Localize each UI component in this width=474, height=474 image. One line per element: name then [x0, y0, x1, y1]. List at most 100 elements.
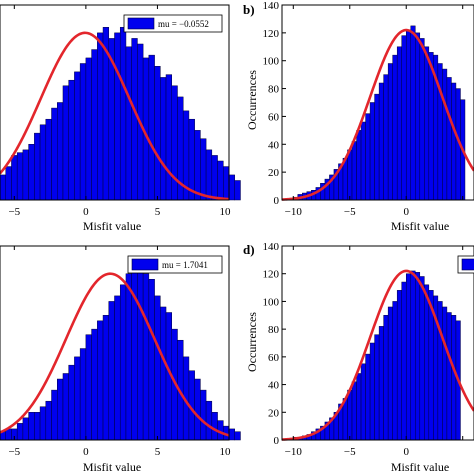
- histogram-bar: [360, 363, 366, 441]
- panel-b-xlabel: Misfit value: [391, 219, 449, 233]
- histogram-bar: [57, 102, 64, 201]
- histogram-bar: [428, 52, 434, 201]
- y-tick-label: 20: [268, 167, 280, 179]
- histogram-bar: [0, 174, 6, 201]
- histogram-bar: [22, 149, 29, 201]
- x-tick-label: 10: [220, 446, 232, 458]
- x-tick-label: −5: [8, 446, 20, 458]
- histogram-bar: [62, 85, 69, 201]
- histogram-bar: [125, 273, 132, 441]
- panel-b-axes-frame: [281, 4, 474, 201]
- histogram-bar: [5, 166, 12, 201]
- histogram-bar: [223, 166, 230, 201]
- histogram-bar: [378, 82, 384, 201]
- histogram-bar: [45, 400, 52, 441]
- histogram-bar: [97, 320, 104, 441]
- y-tick-label: 140: [263, 0, 280, 12]
- histogram-bar: [234, 180, 241, 201]
- panel-d: −10 −5 0 0 20 40 60 80 100 120 140 d) Misfit valu…: [243, 241, 474, 474]
- histogram-bar: [34, 132, 41, 201]
- histogram-bar: [217, 160, 224, 201]
- panel-c-x-ticks: −5 0 5 10: [8, 246, 231, 458]
- x-tick-label: 0: [83, 206, 89, 218]
- panel-d-legend-swatch: [461, 258, 474, 271]
- y-tick-label: 40: [268, 380, 280, 392]
- histogram-bar: [114, 295, 121, 441]
- histogram-bar: [28, 412, 35, 441]
- histogram-bar: [451, 315, 457, 441]
- panel-d-ylabel: Occurrences: [245, 312, 259, 372]
- histogram-bar: [154, 66, 161, 201]
- panel-d-x-ticks: −10 −5 0: [285, 246, 464, 458]
- histogram-bar: [85, 334, 92, 441]
- histogram-bar: [234, 431, 241, 441]
- histogram-bar: [137, 262, 144, 441]
- histogram-bar: [108, 301, 115, 441]
- y-tick-label: 0: [274, 195, 280, 207]
- x-tick-label: 0: [403, 206, 409, 218]
- histogram-bar: [119, 27, 127, 201]
- histogram-bar: [211, 412, 218, 441]
- histogram-bar: [446, 312, 452, 441]
- panel-c-legend-swatch: [131, 258, 159, 271]
- histogram-bar: [410, 25, 416, 201]
- histogram-bar: [387, 63, 393, 201]
- histogram-bar: [392, 301, 398, 441]
- x-tick-label: −10: [285, 206, 303, 218]
- histogram-bar: [360, 121, 366, 201]
- histogram-bar: [419, 38, 425, 201]
- histogram-bar: [405, 273, 412, 441]
- histogram-bar: [91, 328, 98, 441]
- histogram-bar: [188, 118, 195, 201]
- histogram-bar: [401, 281, 407, 441]
- histogram-bar: [51, 389, 58, 441]
- histogram-bar: [356, 373, 362, 441]
- panel-c-legend: mu = 1.7041: [127, 255, 223, 274]
- histogram-bar: [79, 348, 87, 441]
- histogram-bar: [228, 174, 235, 201]
- panel-a-legend-swatch: [127, 17, 155, 30]
- histogram-bar: [374, 93, 380, 201]
- histogram-bar: [383, 315, 389, 441]
- histogram-bar: [205, 400, 213, 441]
- histogram-bar: [451, 82, 457, 201]
- x-tick-label: −5: [8, 206, 20, 218]
- panel-a-xlabel: Misfit value: [83, 219, 141, 233]
- panel-a-fit-curve: [0, 31, 230, 201]
- histogram-bar: [119, 284, 127, 441]
- histogram-bar: [39, 124, 47, 201]
- histogram-bar: [131, 38, 138, 201]
- y-tick-label: 120: [263, 269, 280, 281]
- histogram-bar: [45, 118, 52, 201]
- histogram-bar: [39, 406, 47, 441]
- histogram-bar: [424, 46, 430, 201]
- x-tick-label: 0: [83, 446, 89, 458]
- histogram-bar: [85, 57, 92, 201]
- panel-b-bars: [293, 25, 466, 201]
- panel-d-bars: [293, 270, 461, 441]
- panel-d-legend: [457, 255, 474, 274]
- histogram-bar: [160, 77, 167, 201]
- histogram-bar: [392, 54, 398, 201]
- histogram-bar: [74, 356, 81, 441]
- histogram-bar: [142, 273, 150, 441]
- x-tick-label: −5: [344, 206, 356, 218]
- histogram-bar: [102, 315, 110, 441]
- histogram-bar: [74, 71, 81, 201]
- histogram-bar: [378, 326, 384, 441]
- histogram-bar: [228, 428, 235, 441]
- y-tick-label: 140: [263, 241, 280, 253]
- histogram-bar: [34, 412, 41, 441]
- y-tick-label: 60: [268, 352, 280, 364]
- histogram-bar: [419, 276, 425, 441]
- histogram-bar: [437, 301, 443, 441]
- histogram-bar: [351, 381, 357, 441]
- histogram-bar: [16, 152, 24, 201]
- histogram-bar: [154, 295, 161, 441]
- panel-b-label: b): [243, 2, 255, 17]
- histogram-bar: [396, 290, 402, 441]
- panel-d-y-ticks: 0 20 40 60 80 100 120 140: [263, 241, 286, 447]
- histogram-bar: [97, 32, 104, 201]
- panel-b-x-ticks: −10 −5 0: [285, 5, 464, 218]
